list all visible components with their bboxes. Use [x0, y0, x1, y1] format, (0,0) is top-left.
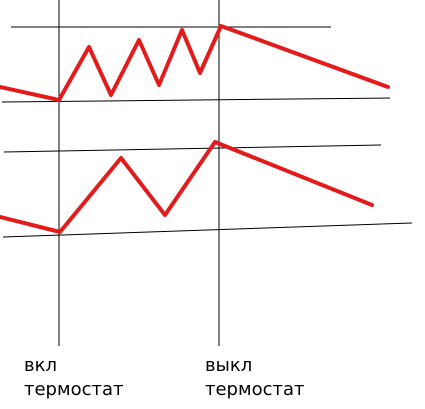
thermostat-off-label-line2: термостат: [205, 379, 305, 400]
thermostat-on-label: вкл термостат: [24, 354, 123, 402]
thermostat-off-label: выкл термостат: [205, 354, 304, 402]
thermostat-on-label-line2: термостат: [24, 379, 124, 400]
thermostat-on-label-line1: вкл: [24, 355, 57, 376]
lower-top-line: [3, 144, 382, 153]
upper-signal-line: [0, 24, 390, 102]
lower-signal-line: [0, 140, 374, 234]
lower-bottom-line: [2, 222, 413, 238]
upper-bottom-line: [1, 97, 391, 103]
thermostat-off-label-line1: выкл: [205, 355, 253, 376]
